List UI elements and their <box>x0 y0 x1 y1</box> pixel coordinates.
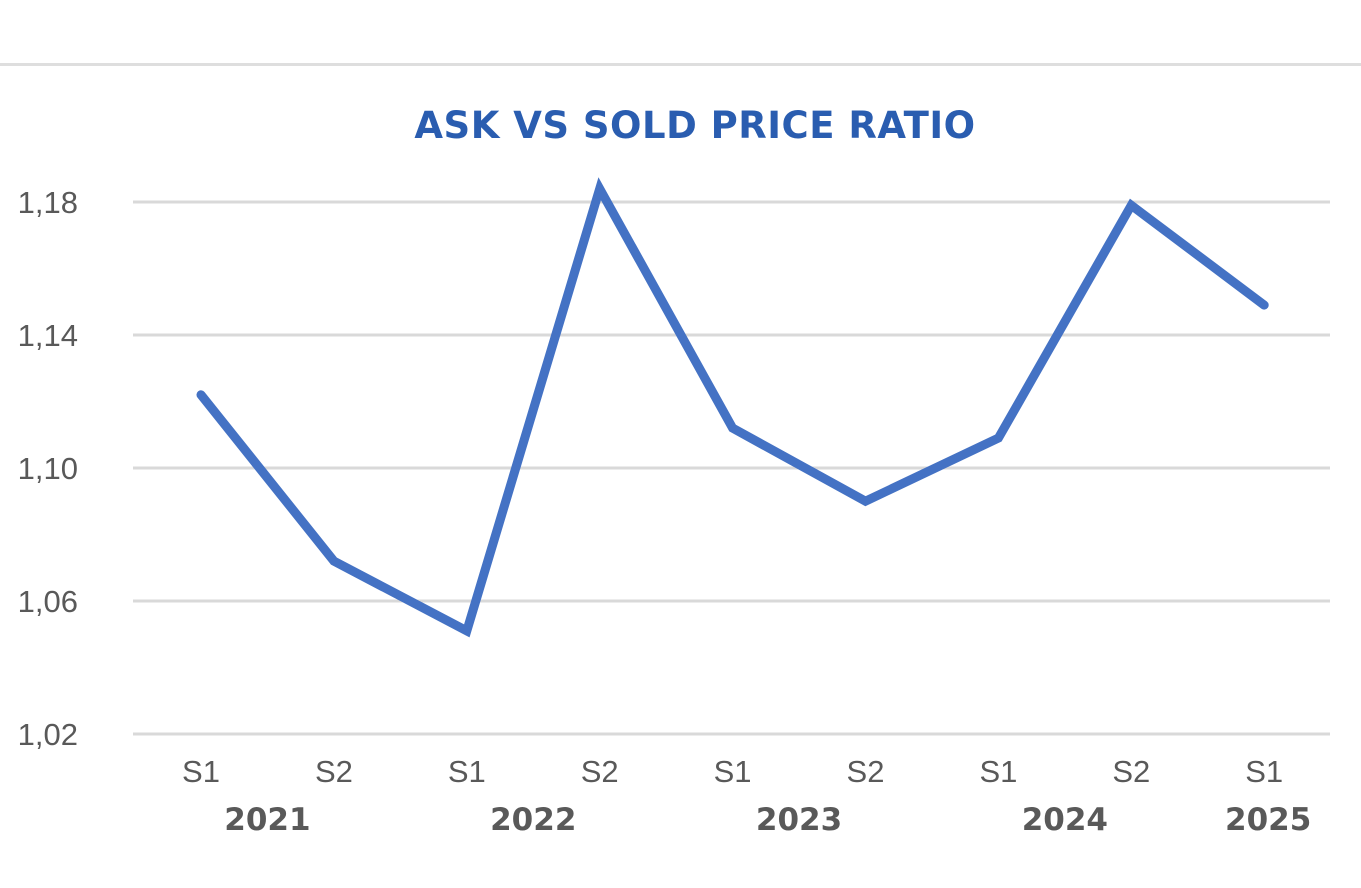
x-tick-label: S2 <box>315 754 353 789</box>
y-tick-label: 1,10 <box>18 451 78 486</box>
year-group-label: 2022 <box>490 802 576 838</box>
x-tick-label: S2 <box>1112 754 1150 789</box>
y-tick-label: 1,02 <box>18 717 78 752</box>
x-tick-label: S1 <box>1245 754 1283 789</box>
year-group-label: 2021 <box>224 802 310 838</box>
x-tick-label: S2 <box>581 754 619 789</box>
y-tick-label: 1,18 <box>18 185 78 220</box>
y-axis-ticks: 1,02 1,06 1,10 1,14 1,18 <box>18 185 78 752</box>
top-divider <box>0 63 1361 66</box>
year-group-label: 2024 <box>1022 802 1108 838</box>
x-tick-label: S1 <box>979 754 1017 789</box>
series-line <box>196 177 1269 638</box>
year-group-label: 2025 <box>1225 802 1311 838</box>
gridlines <box>133 200 1330 736</box>
chart-title: ASK VS SOLD PRICE RATIO <box>414 104 976 147</box>
year-group-label: 2023 <box>756 802 842 838</box>
series-layer <box>196 177 1269 638</box>
x-tick-label: S1 <box>182 754 220 789</box>
y-tick-label: 1,06 <box>18 584 78 619</box>
x-tick-label: S1 <box>448 754 486 789</box>
x-axis-groups: 2021 2022 2023 2024 2025 <box>224 802 1311 838</box>
x-tick-label: S1 <box>714 754 752 789</box>
y-tick-label: 1,14 <box>18 318 78 353</box>
x-axis-ticks: S1 S2 S1 S2 S1 S2 S1 S2 S1 <box>182 754 1283 789</box>
x-tick-label: S2 <box>847 754 885 789</box>
